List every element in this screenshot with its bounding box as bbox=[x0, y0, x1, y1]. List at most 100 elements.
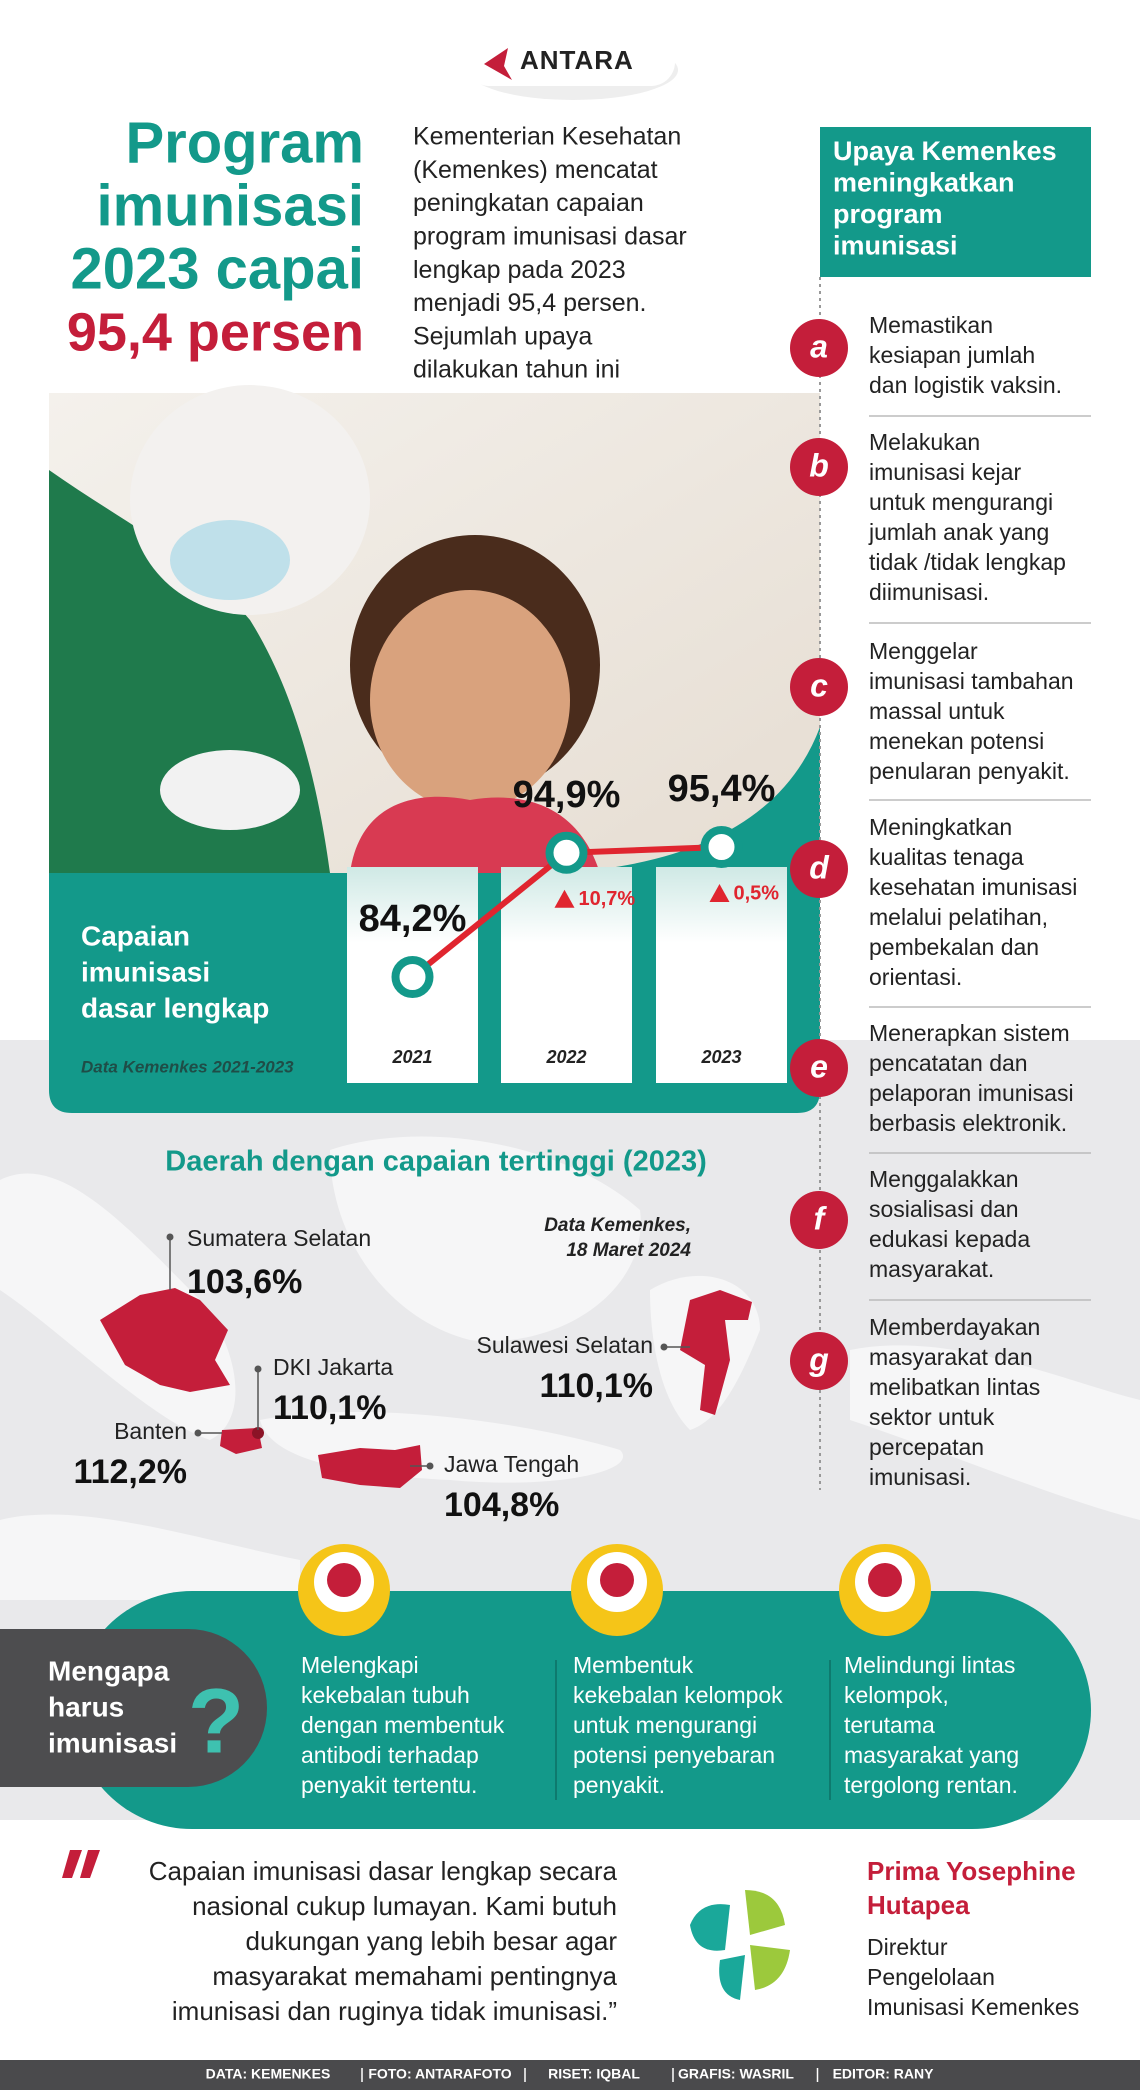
reason-text: kekebalan tubuh bbox=[301, 1682, 470, 1708]
chart-column bbox=[656, 867, 787, 1083]
reason-text: kelompok, bbox=[844, 1682, 949, 1708]
speaker-name: Hutapea bbox=[867, 1890, 970, 1920]
effort-text: percepatan bbox=[869, 1434, 984, 1460]
effort-text: diimunisasi. bbox=[869, 579, 989, 605]
region-value: 104,8% bbox=[444, 1486, 559, 1524]
intro-text: peningkatan capaian bbox=[413, 189, 644, 217]
quote-text: Capaian imunisasi dasar lengkap secara bbox=[149, 1856, 618, 1886]
title-highlight: 95,4 persen bbox=[67, 302, 364, 362]
point bbox=[391, 956, 434, 998]
speaker-role: Imunisasi Kemenkes bbox=[867, 1994, 1079, 2020]
icon-accent bbox=[868, 1563, 902, 1597]
quote-text: nasional cukup lumayan. Kami butuh bbox=[192, 1891, 617, 1921]
credit: GRAFIS: WASRIL bbox=[678, 2066, 794, 2082]
efforts-title: imunisasi bbox=[833, 231, 958, 261]
logo-text: ANTARA bbox=[520, 45, 634, 75]
credit: RISET: IQBAL bbox=[548, 2066, 640, 2082]
effort-text: pembekalan dan bbox=[869, 934, 1039, 960]
value-label: 94,9% bbox=[513, 774, 621, 816]
effort-text: sektor untuk bbox=[869, 1404, 995, 1430]
x-tick-label: 2022 bbox=[545, 1047, 586, 1067]
letter: e bbox=[810, 1048, 828, 1084]
effort-text: Memberdayakan bbox=[869, 1314, 1040, 1340]
effort-text: masyarakat dan bbox=[869, 1344, 1033, 1370]
letter-badge bbox=[790, 319, 848, 377]
icon-accent bbox=[600, 1563, 634, 1597]
letter: c bbox=[810, 667, 828, 703]
title: Program bbox=[125, 110, 364, 175]
reason-text: antibodi terhadap bbox=[301, 1742, 479, 1768]
reason-text: dengan membentuk bbox=[301, 1712, 505, 1738]
intro-text: Kementerian Kesehatan bbox=[413, 123, 681, 151]
x-tick-label: 2021 bbox=[391, 1047, 432, 1067]
reason-text: potensi penyebaran bbox=[573, 1742, 775, 1768]
letter: b bbox=[809, 447, 829, 483]
point bbox=[700, 826, 743, 868]
letter: a bbox=[810, 328, 828, 364]
effort-text: Menggelar bbox=[869, 638, 978, 664]
speaker-role: Direktur bbox=[867, 1934, 948, 1960]
reason-text: penyakit. bbox=[573, 1772, 665, 1798]
effort-text: tidak /tidak lengkap bbox=[869, 549, 1066, 575]
credit: EDITOR: RANY bbox=[833, 2066, 935, 2082]
map-source: 18 Maret 2024 bbox=[566, 1240, 691, 1261]
effort-text: massal untuk bbox=[869, 698, 1005, 724]
change-label: 10,7% bbox=[579, 888, 636, 910]
reason-text: Melengkapi bbox=[301, 1652, 419, 1678]
effort-text: masyarakat. bbox=[869, 1256, 994, 1282]
photo bbox=[49, 385, 820, 873]
reason-text: Melindungi lintas bbox=[844, 1652, 1015, 1678]
effort-text: penularan penyakit. bbox=[869, 758, 1070, 784]
effort-text: Meningkatkan bbox=[869, 814, 1012, 840]
region-shape bbox=[100, 1288, 230, 1392]
effort-text: pelaporan imunisasi bbox=[869, 1080, 1074, 1106]
map-title: Daerah dengan capaian tertinggi (2023) bbox=[165, 1146, 706, 1178]
map-island bbox=[0, 1514, 300, 1600]
letter-badge bbox=[790, 840, 848, 898]
effort-text: Menggalakkan bbox=[869, 1166, 1019, 1192]
why-title: imunisasi bbox=[48, 1727, 177, 1758]
efforts-title: Upaya Kemenkes bbox=[833, 136, 1057, 166]
change-arrow bbox=[554, 889, 575, 908]
logo-leaf bbox=[719, 1955, 745, 2000]
chart-title: Capaian bbox=[81, 920, 190, 951]
region-shape bbox=[318, 1445, 422, 1488]
speaker-name: Prima Yosephine bbox=[867, 1856, 1076, 1886]
efforts-title: meningkatkan bbox=[833, 168, 1015, 198]
logo-leaf bbox=[745, 1890, 785, 1935]
icon-accent bbox=[327, 1563, 361, 1597]
effort-text: untuk mengurangi bbox=[869, 489, 1053, 515]
effort-text: Menerapkan sistem bbox=[869, 1020, 1070, 1046]
quote-mark bbox=[62, 1850, 100, 1878]
effort-text: melalui pelatihan, bbox=[869, 904, 1048, 930]
leader-dot bbox=[426, 1462, 434, 1470]
glove bbox=[160, 750, 300, 830]
effort-text: dan logistik vaksin. bbox=[869, 372, 1062, 398]
intro-text: menjadi 95,4 persen. bbox=[413, 289, 646, 317]
nurse-mask bbox=[170, 520, 290, 600]
logo-mark bbox=[484, 48, 512, 80]
region-value: 103,6% bbox=[187, 1263, 302, 1301]
point bbox=[545, 831, 588, 874]
effort-text: sosialisasi dan bbox=[869, 1196, 1019, 1222]
letter-badge bbox=[790, 1332, 848, 1390]
efforts-title: program bbox=[833, 199, 943, 229]
reason-text: penyakit tertentu. bbox=[301, 1772, 477, 1798]
letter: f bbox=[814, 1200, 828, 1236]
effort-text: kesiapan jumlah bbox=[869, 342, 1035, 368]
map-island bbox=[850, 1345, 1140, 1520]
letter: d bbox=[809, 849, 830, 885]
reason-text: untuk mengurangi bbox=[573, 1712, 757, 1738]
effort-text: jumlah anak yang bbox=[868, 519, 1049, 545]
region-shape bbox=[680, 1290, 752, 1415]
region-name: DKI Jakarta bbox=[273, 1354, 393, 1380]
effort-text: menekan potensi bbox=[869, 728, 1044, 754]
effort-text: kesehatan imunisasi bbox=[869, 874, 1077, 900]
region-name: Sumatera Selatan bbox=[187, 1225, 371, 1251]
why-mark: ? bbox=[188, 1670, 244, 1772]
leader-dot bbox=[166, 1233, 174, 1241]
letter-badge bbox=[790, 1039, 848, 1097]
child-face bbox=[370, 590, 570, 810]
quote-text: dukungan yang lebih besar agar bbox=[245, 1926, 617, 1956]
